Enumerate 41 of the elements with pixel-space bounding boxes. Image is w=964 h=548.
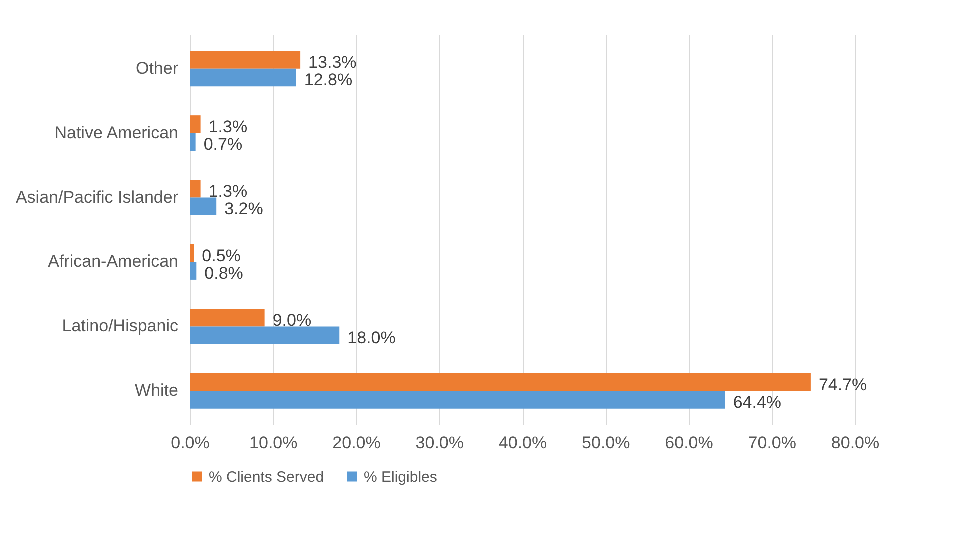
legend-label: % Eligibles — [364, 468, 438, 486]
data-label: 1.3% — [208, 117, 248, 136]
x-tick-label: 20.0% — [332, 434, 381, 452]
x-tick-label: 40.0% — [498, 434, 548, 452]
bar — [190, 244, 194, 262]
bar — [190, 373, 811, 392]
bar — [190, 326, 340, 344]
bar — [190, 51, 301, 69]
x-tick-label: 80.0% — [831, 434, 880, 452]
y-tick-label: Other — [136, 58, 179, 78]
bar — [190, 180, 201, 198]
bar — [190, 198, 217, 216]
y-tick-label: White — [135, 381, 178, 400]
x-tick-label: 30.0% — [416, 434, 464, 452]
bar — [190, 68, 296, 87]
legend-label: % Clients Served — [209, 468, 324, 486]
bar — [190, 391, 726, 409]
y-tick-label: Asian/Pacific Islander — [16, 188, 179, 207]
y-tick-label: African-American — [48, 252, 178, 272]
bar — [190, 116, 201, 134]
x-tick-label: 0.0% — [171, 434, 210, 452]
bar — [190, 133, 196, 152]
y-tick-label: Native American — [54, 123, 178, 142]
x-tick-label: 60.0% — [665, 434, 714, 452]
data-label: 13.3% — [308, 52, 357, 72]
x-tick-label: 10.0% — [250, 434, 298, 452]
data-label: 74.7% — [818, 375, 868, 394]
data-label: 0.7% — [204, 135, 243, 154]
data-label: 0.8% — [204, 264, 244, 284]
bar — [190, 262, 197, 280]
data-label: 1.3% — [208, 182, 248, 201]
data-label: 18.0% — [348, 328, 396, 348]
x-tick-label: 70.0% — [748, 434, 796, 452]
data-label: 12.8% — [304, 70, 353, 90]
bar — [190, 308, 265, 327]
data-label: 9.0% — [272, 310, 312, 330]
data-label: 3.2% — [224, 200, 264, 219]
data-label: 64.4% — [733, 393, 782, 412]
y-tick-label: Latino/Hispanic — [62, 316, 179, 336]
data-label: 0.5% — [202, 246, 241, 266]
x-tick-label: 50.0% — [582, 434, 630, 452]
